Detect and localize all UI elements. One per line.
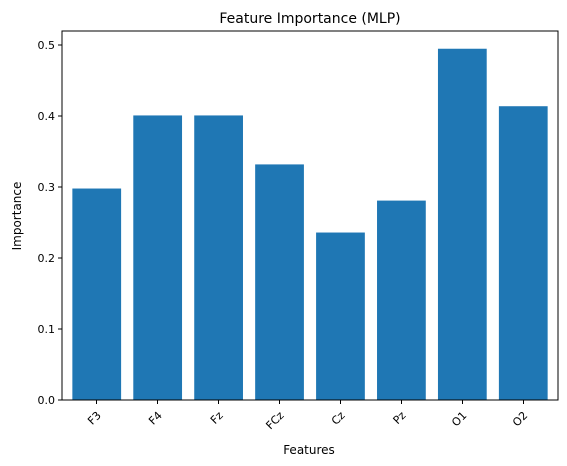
y-axis-ticks: 0.0 0.1 0.2 0.3 0.4 0.5 [38,39,62,407]
bar-o1 [437,48,487,401]
x-tick-label: Pz [391,409,409,427]
x-axis-label: Features [283,443,335,457]
bar-o2 [498,106,548,400]
x-tick-label: Fz [208,409,226,427]
bars-group [72,48,548,401]
y-tick-label: 0.4 [38,110,56,123]
bar-pz [377,200,426,400]
y-tick-label: 0.2 [38,252,56,265]
x-tick-label: F4 [146,409,165,428]
y-tick-label: 0.1 [38,323,56,336]
x-tick-label: FCz [263,409,286,432]
x-tick-label: O1 [449,409,469,429]
bar-cz [316,232,365,400]
y-tick-label: 0.0 [38,394,56,407]
y-tick-label: 0.3 [38,181,56,194]
x-axis-ticks: F3 F4 Fz FCz Cz Pz O1 O2 [85,400,530,432]
bar-fcz [255,164,304,400]
x-tick-label: O2 [510,409,530,429]
chart-title: Feature Importance (MLP) [219,11,400,27]
y-tick-label: 0.5 [38,39,56,52]
x-tick-label: Cz [329,409,348,428]
x-tick-label: F3 [85,409,104,428]
bar-f3 [72,188,122,400]
bar-fz [194,115,243,400]
y-axis-label: Importance [10,182,24,251]
plot-area-frame [61,30,559,401]
bar-f4 [133,115,183,400]
